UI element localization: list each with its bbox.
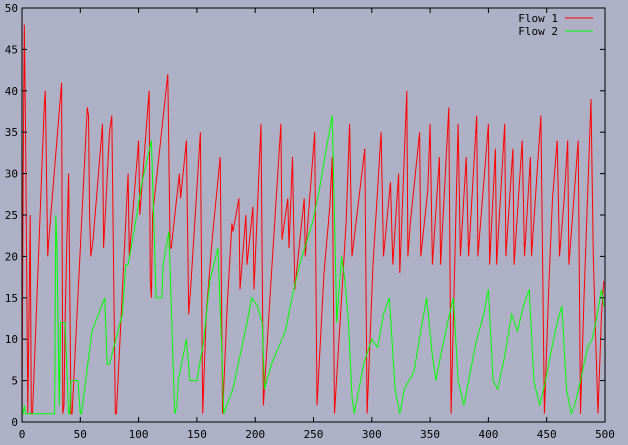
y-tick-label: 10: [5, 333, 18, 346]
y-tick-label: 25: [5, 209, 18, 222]
y-tick-label: 0: [11, 416, 18, 429]
series-line-flow-1: [21, 24, 605, 415]
x-tick-label: 200: [245, 428, 265, 441]
x-tick-label: 350: [420, 428, 440, 441]
x-tick-label: 50: [74, 428, 87, 441]
y-tick-label: 45: [5, 43, 18, 56]
x-tick-label: 500: [595, 428, 615, 441]
x-tick-label: 0: [19, 428, 26, 441]
y-tick-label: 40: [5, 85, 18, 98]
y-tick-label: 20: [5, 250, 18, 263]
x-tick-label: 400: [478, 428, 498, 441]
x-tick-label: 250: [304, 428, 324, 441]
y-tick-label: 5: [11, 375, 18, 388]
x-tick-label: 100: [129, 428, 149, 441]
y-tick-label: 30: [5, 168, 18, 181]
y-tick-label: 35: [5, 126, 18, 139]
x-tick-label: 450: [537, 428, 557, 441]
y-tick-label: 15: [5, 292, 18, 305]
x-tick-label: 150: [187, 428, 207, 441]
series-layer: [21, 24, 605, 416]
y-tick-label: 50: [5, 2, 18, 15]
series-line-flow-2: [22, 115, 605, 416]
legend-label: Flow 1: [518, 12, 558, 25]
axis-layer: 0 50 100 150 200 250 300 350 400 450 500 0 5 10 15 20 25…: [5, 2, 615, 441]
x-tick-label: 300: [362, 428, 382, 441]
legend-label: Flow 2: [518, 25, 558, 38]
